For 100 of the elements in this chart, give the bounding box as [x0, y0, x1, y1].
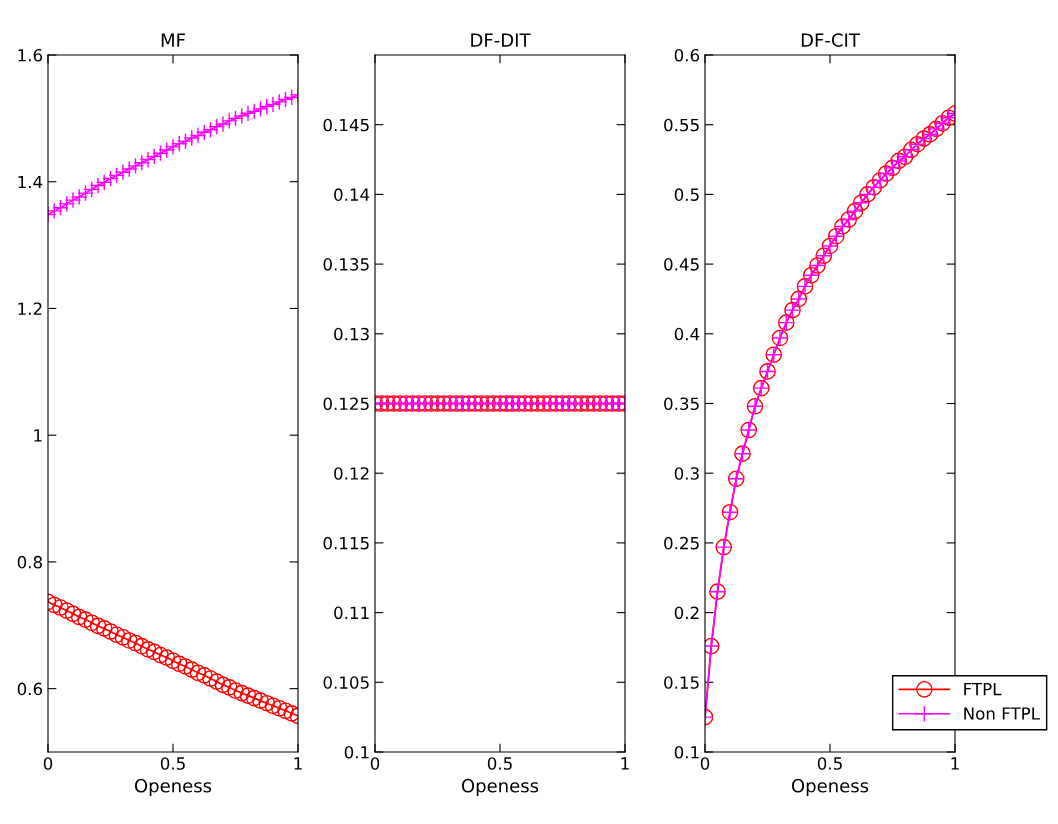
point: [170, 135, 188, 153]
point: [245, 103, 263, 120]
point: [164, 652, 182, 670]
y-tick-label: 1.2: [18, 302, 42, 315]
x-tick-label: 1: [951, 757, 959, 770]
point: [227, 110, 244, 127]
y-tick-label: 0.115: [323, 536, 369, 550]
x-tick-label: 1: [621, 757, 629, 770]
point: [70, 188, 88, 206]
point: [52, 599, 69, 616]
x-tick-label: 1: [294, 757, 302, 770]
point: [164, 138, 182, 156]
point: [258, 694, 276, 712]
legend-label: FTPL: [964, 682, 1002, 696]
y-tick-label: 0.1: [344, 745, 369, 759]
point: [152, 144, 169, 162]
point: [245, 689, 263, 707]
point: [227, 682, 244, 699]
point: [277, 91, 294, 108]
point: [114, 628, 132, 646]
point: [58, 602, 76, 620]
y-tick-label: 0.105: [323, 676, 369, 689]
point: [220, 112, 238, 130]
point: [127, 634, 144, 652]
point: [89, 177, 107, 194]
y-tick-label: 0.11: [334, 606, 369, 620]
y-tick-label: 0.125: [323, 397, 369, 411]
point: [252, 100, 269, 118]
legend-label: Non FTPL: [964, 707, 1040, 720]
point: [127, 157, 144, 175]
y-tick-label: 0.8: [17, 555, 42, 569]
chart-title: DF-CIT: [801, 33, 860, 47]
point: [177, 658, 194, 675]
point: [270, 699, 288, 717]
point: [70, 608, 88, 626]
point: [195, 666, 213, 684]
point: [170, 655, 188, 673]
x-tick-label: 0: [43, 757, 53, 770]
point: [120, 632, 138, 649]
point: [189, 127, 207, 144]
y-tick-label: 0.35: [664, 397, 699, 411]
y-tick-label: 1.6: [18, 48, 43, 62]
x-tick-label: 0.5: [487, 757, 512, 770]
point: [208, 673, 226, 691]
point: [195, 123, 213, 141]
x-tick-label: 0: [700, 757, 710, 770]
point: [252, 692, 269, 710]
y-tick-label: 1: [34, 429, 42, 442]
y-tick-label: 0.14: [334, 188, 370, 201]
y-tick-label: 0.145: [323, 118, 369, 132]
x-tick-label: 0.5: [817, 757, 842, 770]
y-tick-label: 0.1: [674, 745, 699, 759]
point: [220, 679, 238, 696]
point: [239, 687, 257, 704]
point: [77, 611, 94, 628]
point: [108, 626, 126, 644]
point: [177, 132, 194, 150]
point: [239, 104, 257, 122]
point: [183, 661, 201, 678]
chart-title: MF: [161, 33, 185, 47]
point: [202, 670, 219, 687]
point: [114, 163, 132, 181]
point: [133, 637, 151, 655]
y-tick-label: 0.3: [674, 467, 699, 480]
point: [145, 148, 163, 165]
y-tick-label: 0.6: [17, 682, 43, 696]
y-tick-label: 0.5: [674, 188, 699, 201]
y-tick-label: 0.135: [323, 258, 369, 271]
point: [139, 151, 157, 168]
x-axis-title: Openess: [791, 778, 869, 797]
point: [64, 605, 82, 623]
y-tick-label: 0.25: [664, 536, 699, 550]
point: [95, 620, 113, 637]
point: [270, 93, 288, 111]
point: [158, 649, 176, 666]
point: [189, 664, 207, 682]
point: [83, 614, 101, 632]
point: [145, 643, 163, 661]
point: [233, 684, 251, 702]
point: [64, 191, 82, 209]
point: [264, 96, 282, 113]
point: [202, 121, 219, 139]
y-tick-label: 0.13: [334, 327, 369, 341]
point: [152, 646, 169, 664]
point: [277, 702, 294, 720]
y-tick-label: 0.45: [664, 258, 699, 271]
x-tick-label: 0.5: [160, 757, 185, 770]
point: [102, 170, 119, 187]
point: [139, 641, 157, 658]
y-tick-label: 0.55: [664, 118, 699, 132]
point: [120, 160, 138, 178]
y-tick-label: 1.4: [18, 175, 43, 189]
point: [214, 676, 232, 694]
y-tick-label: 0.2: [674, 606, 699, 620]
point: [95, 174, 113, 191]
point: [264, 697, 282, 715]
x-axis-title: Openess: [461, 778, 539, 797]
point: [77, 184, 94, 202]
point: [214, 115, 232, 133]
chart-title: DF-DIT: [471, 33, 531, 47]
